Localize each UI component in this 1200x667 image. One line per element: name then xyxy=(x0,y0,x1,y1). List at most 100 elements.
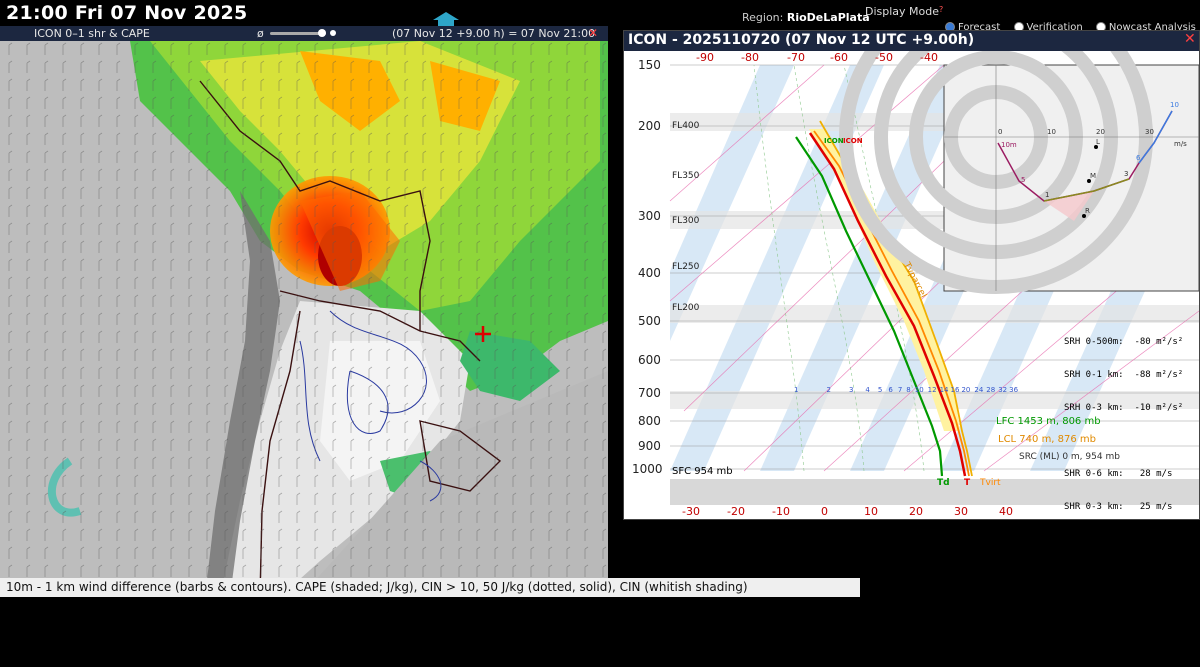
mixing-ratio-label: 2 xyxy=(826,386,831,394)
hodo-axis-label: 10 xyxy=(1047,128,1056,136)
skewt-diagram[interactable]: 150 200 300 400 500 600 700 800 900 1000… xyxy=(624,0,1200,644)
map-caption: 10m - 1 km wind difference (barbs & cont… xyxy=(0,578,860,597)
mixing-ratio-label: 12 xyxy=(927,386,937,394)
opacity-slider-handle[interactable] xyxy=(318,29,326,37)
lfc-label: LFC 1453 m, 806 mb xyxy=(996,416,1101,427)
stat-line xyxy=(1064,436,1183,447)
mixing-ratio-label: 1 xyxy=(794,386,799,394)
mixing-ratio-label: 24 xyxy=(974,386,984,394)
pressure-label: 500 xyxy=(638,314,661,328)
sounding-header: ICON - 2025110720 (07 Nov 12 UTC +9.00h)… xyxy=(624,31,1199,51)
mixing-ratio-label: 32 xyxy=(998,386,1008,394)
map-title: ICON 0–1 shr & CAPE xyxy=(34,27,150,40)
stat-line: SRH 0-1 km: -88 m²/s² xyxy=(1064,370,1184,380)
hodo-mark: L xyxy=(1096,138,1100,146)
weather-map[interactable] xyxy=(0,41,608,597)
temp-label-top: -80 xyxy=(741,51,759,64)
mode-verification-label[interactable]: Verification xyxy=(1026,22,1083,33)
stat-line: SRH 0-500m: -80 m²/s² xyxy=(1064,337,1184,347)
pressure-label: 600 xyxy=(638,353,661,367)
opacity-max-dot[interactable] xyxy=(330,30,336,36)
mixing-ratio-label: 6 xyxy=(888,386,893,394)
temp-label-bottom: -20 xyxy=(727,505,745,518)
mixing-ratio-label: 10 xyxy=(914,386,924,394)
pressure-axis: 150 200 300 400 500 600 700 800 900 1000 xyxy=(624,51,670,519)
mixing-ratio-label: 16 xyxy=(950,386,960,394)
hodo-mark: 6 xyxy=(1136,154,1141,162)
tvirt-label: Tvirt xyxy=(980,478,1001,488)
pressure-label: 400 xyxy=(638,266,661,280)
mode-nowcast-label[interactable]: Nowcast Analysis xyxy=(1108,22,1196,33)
pressure-label: 300 xyxy=(638,209,661,223)
pressure-label: 800 xyxy=(638,414,661,428)
mode-forecast-label[interactable]: Forecast xyxy=(958,22,1001,33)
icon-label-1: ICON xyxy=(824,137,844,145)
pressure-label: 900 xyxy=(638,439,661,453)
t-label: T xyxy=(964,478,971,488)
icon-label-2: ICON xyxy=(843,137,863,145)
mixing-ratio-label: 20 xyxy=(961,386,971,394)
stat-line: CAPE (ML) : 1417 J/kg xyxy=(1064,601,1178,611)
temp-label-top: -50 xyxy=(875,51,893,64)
hodo-axis-label: 0 xyxy=(998,128,1003,136)
display-mode-label: Display Mode? xyxy=(865,5,943,18)
flight-level: FL300 xyxy=(672,216,700,226)
stat-line: CIN (ML) : 17 J/kg xyxy=(1064,634,1178,644)
temp-label-top: -40 xyxy=(920,51,938,64)
hodo-mark: M xyxy=(1090,172,1097,180)
region-selector[interactable]: Region: RioDeLaPlata xyxy=(742,11,870,24)
temp-label-bottom: -30 xyxy=(682,505,700,518)
hodo-axis-label: 20 xyxy=(1096,128,1105,136)
hodo-mark: 1 xyxy=(1045,191,1050,199)
pressure-label: 200 xyxy=(638,119,661,133)
close-sounding-button[interactable]: ✕ xyxy=(1184,31,1196,47)
temp-label-top: -60 xyxy=(830,51,848,64)
forecast-datetime: 21:00 Fri 07 Nov 2025 xyxy=(6,2,248,24)
hodo-units: m/s xyxy=(1174,140,1187,148)
flight-level: FL350 xyxy=(672,171,700,181)
map-header: ICON 0–1 shr & CAPE ø (07 Nov 12 +9.00 h… xyxy=(0,26,608,41)
mixing-ratio-label: 14 xyxy=(939,386,949,394)
mixing-ratio-label: 3 xyxy=(848,386,854,394)
mixing-ratio-label: 36 xyxy=(1009,386,1019,394)
opacity-icon: ø xyxy=(257,27,264,40)
temp-label-bottom: 0 xyxy=(821,505,828,518)
mixing-ratio-label: 7 xyxy=(897,386,903,394)
region-label: Region: xyxy=(742,11,784,24)
mixing-ratio-label: 5 xyxy=(877,386,883,394)
sounding-title: ICON - 2025110720 (07 Nov 12 UTC +9.00h) xyxy=(628,32,975,48)
dewpoint-curve xyxy=(795,136,944,477)
close-map-button[interactable]: ✕ xyxy=(588,26,599,40)
temp-label-bottom: 40 xyxy=(999,505,1013,518)
temperature-curve xyxy=(808,132,967,477)
pressure-label: 700 xyxy=(638,386,661,400)
sounding-panel: ICON - 2025110720 (07 Nov 12 UTC +9.00h)… xyxy=(623,0,1200,644)
temp-label-bottom: 20 xyxy=(909,505,923,518)
opacity-slider[interactable] xyxy=(270,32,326,35)
display-mode-text: Display Mode xyxy=(865,5,940,18)
map-panel: ICON 0–1 shr & CAPE ø (07 Nov 12 +9.00 h… xyxy=(0,26,608,597)
hodo-axis-label: 30 xyxy=(1145,128,1154,136)
sounding-stats: SRH 0-500m: -80 m²/s² SRH 0-1 km: -88 m²… xyxy=(1064,315,1183,667)
flight-level: FL250 xyxy=(672,262,700,272)
hodo-mark: R xyxy=(1085,207,1090,215)
stat-line: SHR 0-6 km: 28 m/s xyxy=(1064,469,1173,479)
hodo-mark: 3 xyxy=(1124,170,1129,178)
temp-label-top: -70 xyxy=(787,51,805,64)
pressure-label: 150 xyxy=(638,58,661,72)
home-icon[interactable] xyxy=(432,12,460,26)
stat-line xyxy=(1064,568,1183,579)
hodo-mark: 5 xyxy=(1021,176,1026,184)
top-bar: 21:00 Fri 07 Nov 2025 Region: RioDeLaPla… xyxy=(0,0,1200,33)
temp-label-bottom: 10 xyxy=(864,505,878,518)
sfc-label: SFC 954 mb xyxy=(672,466,733,477)
td-label: Td xyxy=(937,478,950,488)
src-label: SRC (ML) 0 m, 954 mb xyxy=(1019,452,1120,462)
mixing-ratio-labels: 1 2 3 4 5 6 7 8 10 12 14 16 20 24 28 32 36 xyxy=(794,386,1018,394)
mixing-ratio-label: 28 xyxy=(986,386,996,394)
pressure-label: 1000 xyxy=(632,462,663,476)
temp-label-bottom: -10 xyxy=(772,505,790,518)
help-icon[interactable]: ? xyxy=(939,5,944,14)
stat-line: SRH 0-3 km: -10 m²/s² xyxy=(1064,403,1184,413)
mixing-ratio-label: 4 xyxy=(865,386,870,394)
